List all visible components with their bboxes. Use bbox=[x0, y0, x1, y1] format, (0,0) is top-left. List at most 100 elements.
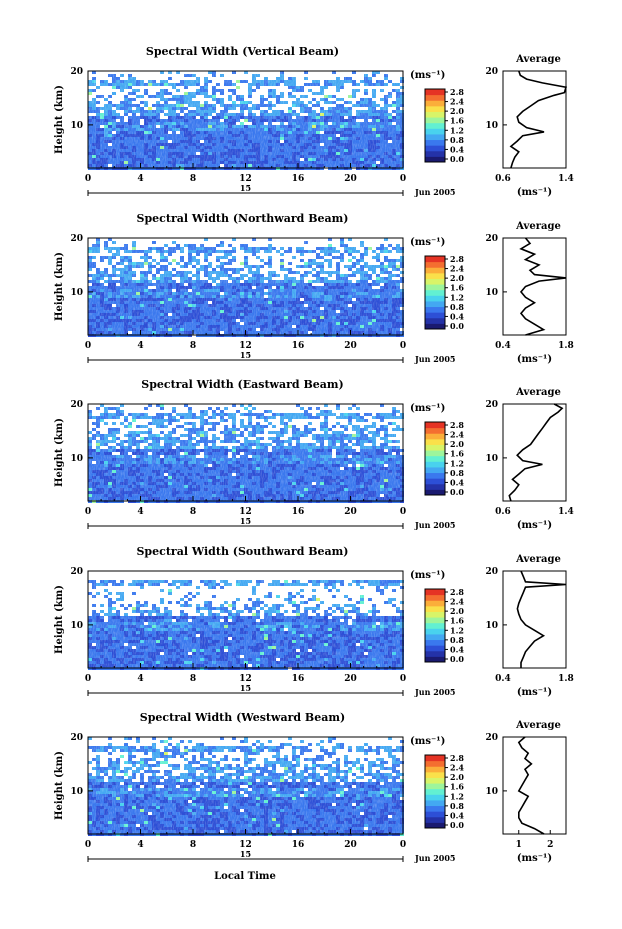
x-tick-label: 8 bbox=[190, 341, 196, 351]
x-tick-label: 12 bbox=[239, 674, 252, 684]
colorbar-swatch bbox=[425, 267, 445, 274]
average-profile: Average 1 2 20 10 (ms⁻¹) bbox=[485, 720, 567, 864]
colorbar-swatch bbox=[425, 94, 445, 101]
colorbar-unit: (ms⁻¹) bbox=[410, 570, 445, 581]
average-x-tick-label: 0.4 bbox=[495, 674, 511, 684]
colorbar-tick-label: 2.8 bbox=[450, 254, 464, 264]
colorbar-tick-label: 1.2 bbox=[450, 458, 464, 468]
colorbar-tick-label: 2.0 bbox=[450, 439, 464, 449]
average-y-tick-label: 20 bbox=[485, 234, 498, 244]
colorbar-tick-label: 2.8 bbox=[450, 420, 464, 430]
y-tick-label: 10 bbox=[70, 121, 83, 131]
heatmap-texture bbox=[88, 71, 403, 168]
average-x-label: (ms⁻¹) bbox=[517, 853, 552, 864]
colorbar-swatch bbox=[425, 777, 445, 784]
colorbar-swatch bbox=[425, 639, 445, 646]
colorbar-swatch bbox=[425, 427, 445, 434]
colorbar-swatch bbox=[425, 466, 445, 474]
colorbar-tick-label: 2.4 bbox=[450, 597, 464, 607]
average-x-tick-label: 1.4 bbox=[558, 507, 574, 517]
average-y-tick-label: 20 bbox=[485, 67, 498, 77]
average-y-tick-label: 10 bbox=[485, 621, 498, 631]
colorbar-swatch bbox=[425, 145, 445, 152]
colorbar-frame bbox=[424, 421, 446, 496]
x-tick-label: 20 bbox=[344, 341, 357, 351]
colorbar-tick-label: 2.4 bbox=[450, 97, 464, 107]
colorbar-tick-label: 0.0 bbox=[450, 820, 464, 830]
colorbar-swatch bbox=[425, 622, 445, 629]
y-axis-label: Height (km) bbox=[54, 418, 65, 487]
colorbar-tick-label: 2.8 bbox=[450, 587, 464, 597]
panel-title: Spectral Width (Northward Beam) bbox=[137, 212, 349, 225]
colorbar-tick-label: 1.2 bbox=[450, 791, 464, 801]
average-x-tick-label: 0.4 bbox=[495, 341, 511, 351]
colorbar-swatch bbox=[425, 128, 445, 135]
panel-title: Spectral Width (Vertical Beam) bbox=[146, 45, 339, 58]
colorbar-swatch bbox=[425, 771, 445, 778]
colorbar-swatch bbox=[425, 111, 445, 118]
average-line bbox=[508, 403, 564, 502]
average-x-tick-label: 0.6 bbox=[495, 507, 511, 517]
average-y-tick-label: 10 bbox=[485, 288, 498, 298]
date-label: Jun 2005 bbox=[414, 687, 455, 697]
average-x-label: (ms⁻¹) bbox=[517, 354, 552, 365]
colorbar-unit: (ms⁻¹) bbox=[410, 70, 445, 81]
average-x-tick-label: 1.8 bbox=[558, 341, 574, 351]
colorbar-swatch bbox=[425, 100, 445, 107]
colorbar-tick-label: 0.8 bbox=[450, 635, 464, 645]
colorbar-tick-label: 1.6 bbox=[450, 616, 464, 626]
x-tick-label: 0 bbox=[400, 507, 406, 517]
colorbar-tick-label: 0.8 bbox=[450, 135, 464, 145]
colorbar-swatch bbox=[425, 489, 445, 496]
colorbar-swatch bbox=[425, 799, 445, 807]
x-tick-label: 8 bbox=[190, 674, 196, 684]
y-axis-label: Height (km) bbox=[54, 252, 65, 321]
x-tick-label: 20 bbox=[344, 674, 357, 684]
average-line bbox=[519, 237, 567, 336]
colorbar-swatch bbox=[425, 105, 445, 112]
x-tick-label: 0 bbox=[85, 840, 91, 850]
average-y-tick-label: 20 bbox=[485, 733, 498, 743]
colorbar-tick-label: 0.0 bbox=[450, 654, 464, 664]
colorbar-swatch bbox=[425, 278, 445, 285]
colorbar-tick-label: 2.0 bbox=[450, 106, 464, 116]
colorbar-swatch bbox=[425, 295, 445, 302]
colorbar-swatch bbox=[425, 150, 445, 157]
y-tick-label: 20 bbox=[70, 234, 83, 244]
average-x-tick-label: 2 bbox=[547, 840, 553, 850]
average-title: Average bbox=[515, 720, 561, 731]
colorbar-tick-label: 0.4 bbox=[450, 477, 464, 487]
colorbar-swatch bbox=[425, 312, 445, 319]
x-tick-label: 20 bbox=[344, 840, 357, 850]
date-label: Jun 2005 bbox=[414, 187, 455, 197]
colorbar-tick-label: 0.8 bbox=[450, 801, 464, 811]
colorbar-swatch bbox=[425, 589, 445, 596]
panel-5: Spectral Width (Westward Beam)2010Height… bbox=[54, 711, 567, 864]
colorbar: 2.82.42.01.61.20.80.40.0 bbox=[424, 753, 464, 830]
colorbar-tick-label: 1.2 bbox=[450, 292, 464, 302]
x-tick-label: 4 bbox=[137, 840, 143, 850]
x-tick-label: 16 bbox=[292, 674, 305, 684]
colorbar-tick-label: 1.2 bbox=[450, 625, 464, 635]
colorbar-swatch bbox=[425, 133, 445, 141]
x-tick-label: 12 bbox=[239, 507, 252, 517]
average-line bbox=[516, 570, 567, 668]
average-profile: Average 0.4 1.8 20 10 (ms⁻¹) bbox=[485, 554, 573, 698]
x-tick-label: 4 bbox=[137, 507, 143, 517]
x-tick-label: 4 bbox=[137, 174, 143, 184]
x-tick-label: 0 bbox=[85, 507, 91, 517]
colorbar-swatch bbox=[425, 816, 445, 823]
average-title: Average bbox=[515, 54, 561, 65]
colorbar-swatch bbox=[425, 450, 445, 457]
colorbar-swatch bbox=[425, 805, 445, 812]
colorbar-frame bbox=[424, 255, 446, 330]
average-title: Average bbox=[515, 554, 561, 565]
panel-4: Spectral Width (Southward Beam) 20 10 Heigh… bbox=[54, 545, 574, 698]
colorbar-tick-label: 2.4 bbox=[450, 430, 464, 440]
x-tick-label: 12 bbox=[239, 840, 252, 850]
colorbar-swatch bbox=[425, 461, 445, 468]
y-tick-label: 10 bbox=[70, 621, 83, 631]
colorbar-tick-label: 2.0 bbox=[450, 772, 464, 782]
y-axis-label: Height (km) bbox=[54, 85, 65, 154]
colorbar-tick-label: 1.6 bbox=[450, 116, 464, 126]
